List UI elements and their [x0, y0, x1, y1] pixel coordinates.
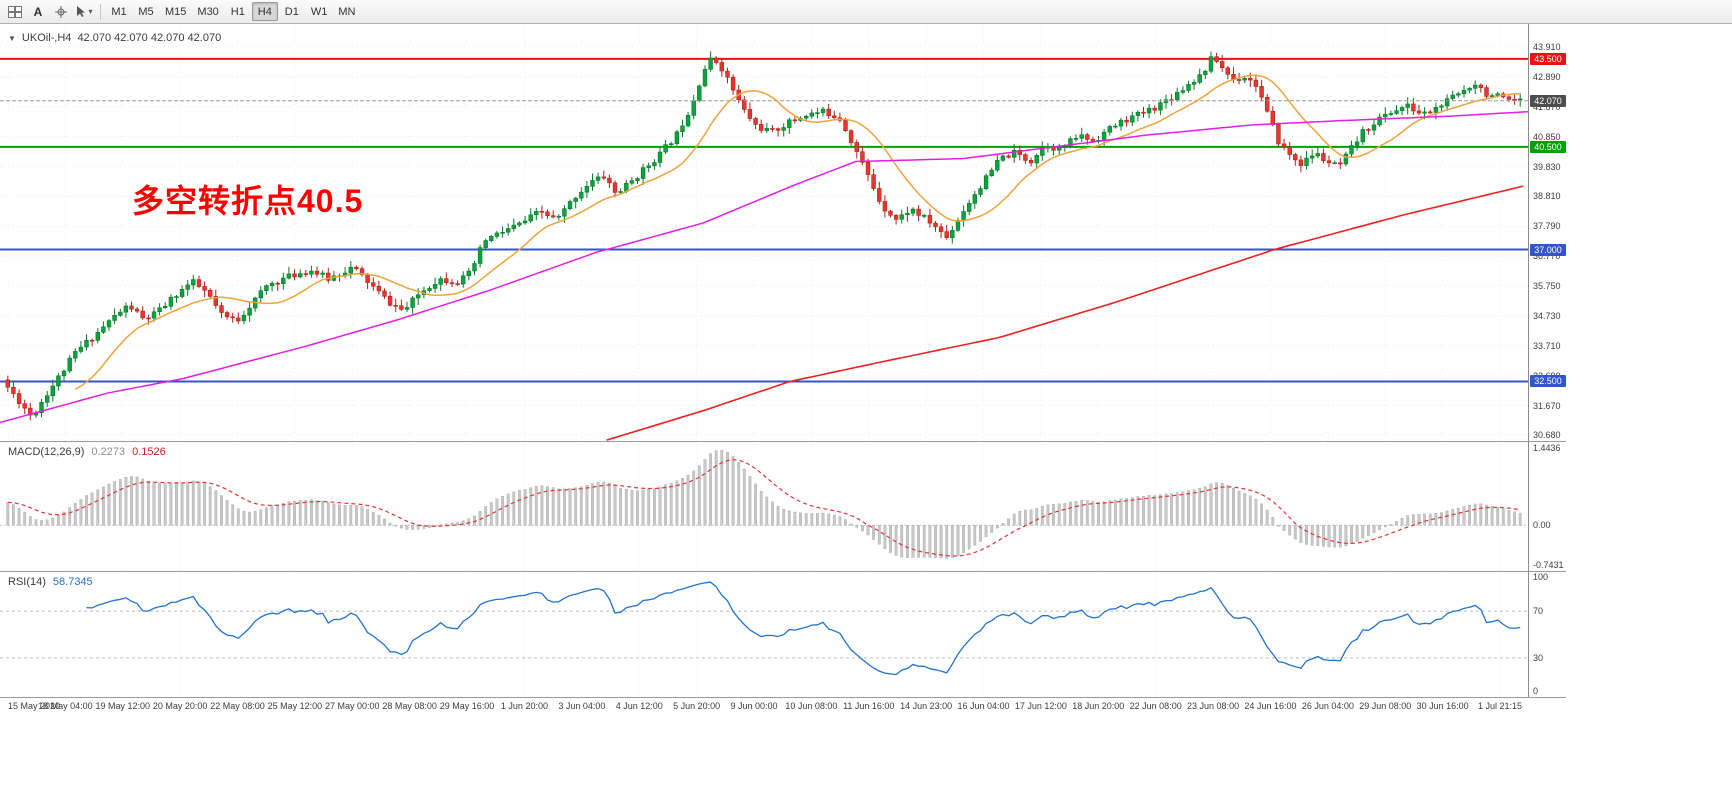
hline-price-badge: 40.500: [1530, 140, 1566, 153]
text-label-tool-button[interactable]: A: [27, 2, 49, 22]
crosshair-tool-button[interactable]: [50, 2, 72, 22]
panel-resize-divider[interactable]: [0, 441, 1566, 442]
rsi-axis-value: 0: [1533, 686, 1539, 696]
timeframe-m30-button[interactable]: M30: [192, 2, 223, 21]
time-label: 1 Jun 20:00: [500, 701, 548, 711]
rsi-label: RSI(14): [8, 576, 46, 588]
time-label: 23 Jun 08:00: [1187, 701, 1240, 711]
ohlc-values: 42.070 42.070 42.070 42.070: [77, 32, 222, 44]
charts-grid-icon[interactable]: [4, 2, 26, 22]
price-tick: 30.680: [1533, 429, 1561, 440]
macd-panel: 1.4436 0.00 -0.7431 MACD(12,26,9) 0.2273 0…: [0, 442, 1732, 571]
price-tick: 43.910: [1533, 41, 1561, 52]
time-label: 30 Jun 16:00: [1416, 701, 1469, 711]
macd-axis-value: 0.00: [1533, 520, 1551, 531]
time-label: 18 Jun 20:00: [1072, 701, 1125, 711]
macd-title: MACD(12,26,9) 0.2273 0.1526: [8, 446, 166, 458]
time-label: 28 May 08:00: [382, 701, 437, 711]
cursor-icon: [77, 6, 86, 17]
time-label: 17 Jun 12:00: [1014, 701, 1067, 711]
price-tick: 40.850: [1533, 131, 1561, 142]
main-chart-panel: 43.91042.89041.87040.85039.83038.81037.7…: [0, 24, 1732, 441]
rsi-axis[interactable]: 100 70 30 0: [1528, 572, 1732, 697]
time-label: 22 Jun 08:00: [1129, 701, 1182, 711]
hline-price-badge: 43.500: [1530, 52, 1566, 65]
rsi-axis-value: 100: [1533, 572, 1549, 582]
time-label: 5 Jun 20:00: [673, 701, 721, 711]
price-tick: 31.670: [1533, 400, 1561, 411]
crosshair-icon: [55, 5, 67, 18]
macd-axis[interactable]: 1.4436 0.00 -0.7431: [1528, 442, 1732, 571]
price-tick: 39.830: [1533, 161, 1561, 172]
timeframe-m1-button[interactable]: M1: [106, 2, 132, 21]
pivot-annotation-text[interactable]: 多空转折点40.5: [132, 183, 364, 219]
time-label: 29 Jun 08:00: [1359, 701, 1412, 711]
hline-price-badge: 37.000: [1530, 243, 1566, 256]
rsi-title: RSI(14) 58.7345: [8, 576, 93, 588]
macd-main-value: 0.2273: [91, 446, 126, 458]
rsi-axis-value: 30: [1533, 652, 1544, 663]
macd-canvas[interactable]: [0, 442, 1528, 571]
time-label: 16 Jun 04:00: [957, 701, 1010, 711]
time-label: 14 Jun 23:00: [900, 701, 953, 711]
time-label: 26 Jun 04:00: [1301, 701, 1354, 711]
current-price-badge: 42.070: [1530, 94, 1566, 107]
price-tick: 42.890: [1533, 71, 1561, 82]
price-axis[interactable]: 43.91042.89041.87040.85039.83038.81037.7…: [1528, 24, 1732, 441]
time-label: 24 Jun 16:00: [1244, 701, 1297, 711]
timeframe-mn-button[interactable]: MN: [333, 2, 360, 21]
time-axis[interactable]: 15 May 2020 18 May 04:00 19 May 12:00 20 Ma…: [0, 698, 1732, 715]
time-label: 3 Jun 04:00: [558, 701, 606, 711]
price-tick: 36.770: [1533, 251, 1561, 262]
price-tick: 37.790: [1533, 221, 1561, 232]
price-tick: 38.810: [1533, 191, 1561, 202]
price-tick: 35.750: [1533, 281, 1561, 292]
tile-windows-icon: [8, 5, 22, 18]
timeframe-h1-button[interactable]: H1: [225, 2, 251, 21]
symbol-period-label: UKOil-,H4: [21, 32, 72, 44]
macd-signal-value: 0.1526: [132, 446, 166, 458]
time-label: 11 Jun 16:00: [843, 701, 895, 711]
macd-axis-value: -0.7431: [1533, 560, 1564, 570]
price-tick: 33.710: [1533, 340, 1561, 351]
toolbar-separator: [100, 3, 101, 20]
chart-title: ▼ UKOil-,H4 42.070 42.070 42.070 42.070: [8, 32, 221, 44]
price-chart-canvas[interactable]: [0, 24, 1528, 441]
time-label: 15 May 2020: [7, 701, 61, 711]
price-tick: 34.730: [1533, 311, 1561, 322]
hline-price-badge: 32.500: [1530, 375, 1566, 388]
panel-resize-divider[interactable]: [0, 697, 1566, 698]
cursor-tool-button[interactable]: ▾: [73, 2, 95, 22]
toolbar: A ▾ M1 M5 M15 M30 H1 H4 D1 W1 MN: [0, 0, 1732, 24]
time-label: 20 May 20:00: [152, 701, 208, 711]
time-label: 9 Jun 00:00: [730, 701, 778, 711]
timeframe-h4-button[interactable]: H4: [251, 2, 278, 21]
timeframe-d1-button[interactable]: D1: [279, 2, 305, 21]
time-label: 25 May 12:00: [267, 701, 323, 711]
time-label: 4 Jun 12:00: [615, 701, 663, 711]
rsi-canvas[interactable]: [0, 572, 1528, 697]
rsi-panel: 100 70 30 0 RSI(14) 58.7345: [0, 572, 1732, 697]
chevron-down-icon: ▾: [88, 6, 93, 16]
time-label: 18 May 04:00: [38, 701, 93, 711]
time-label: 1 Jul 21:15: [1477, 701, 1523, 711]
rsi-axis-value: 70: [1533, 606, 1544, 617]
time-label: 10 Jun 08:00: [785, 701, 838, 711]
time-label: 19 May 12:00: [95, 701, 151, 711]
time-label: 27 May 00:00: [325, 701, 380, 711]
timeframe-m15-button[interactable]: M15: [160, 2, 191, 21]
timeframe-w1-button[interactable]: W1: [306, 2, 333, 21]
rsi-value: 58.7345: [52, 576, 93, 588]
timeframe-m5-button[interactable]: M5: [133, 2, 159, 21]
collapse-arrow-icon[interactable]: ▼: [8, 33, 16, 43]
text-tool-icon: A: [33, 4, 43, 19]
time-label: 29 May 16:00: [439, 701, 495, 711]
macd-axis-value: 1.4436: [1533, 443, 1561, 453]
panel-resize-divider[interactable]: [0, 571, 1566, 572]
time-label: 22 May 08:00: [210, 701, 265, 711]
macd-label: MACD(12,26,9): [8, 446, 85, 458]
